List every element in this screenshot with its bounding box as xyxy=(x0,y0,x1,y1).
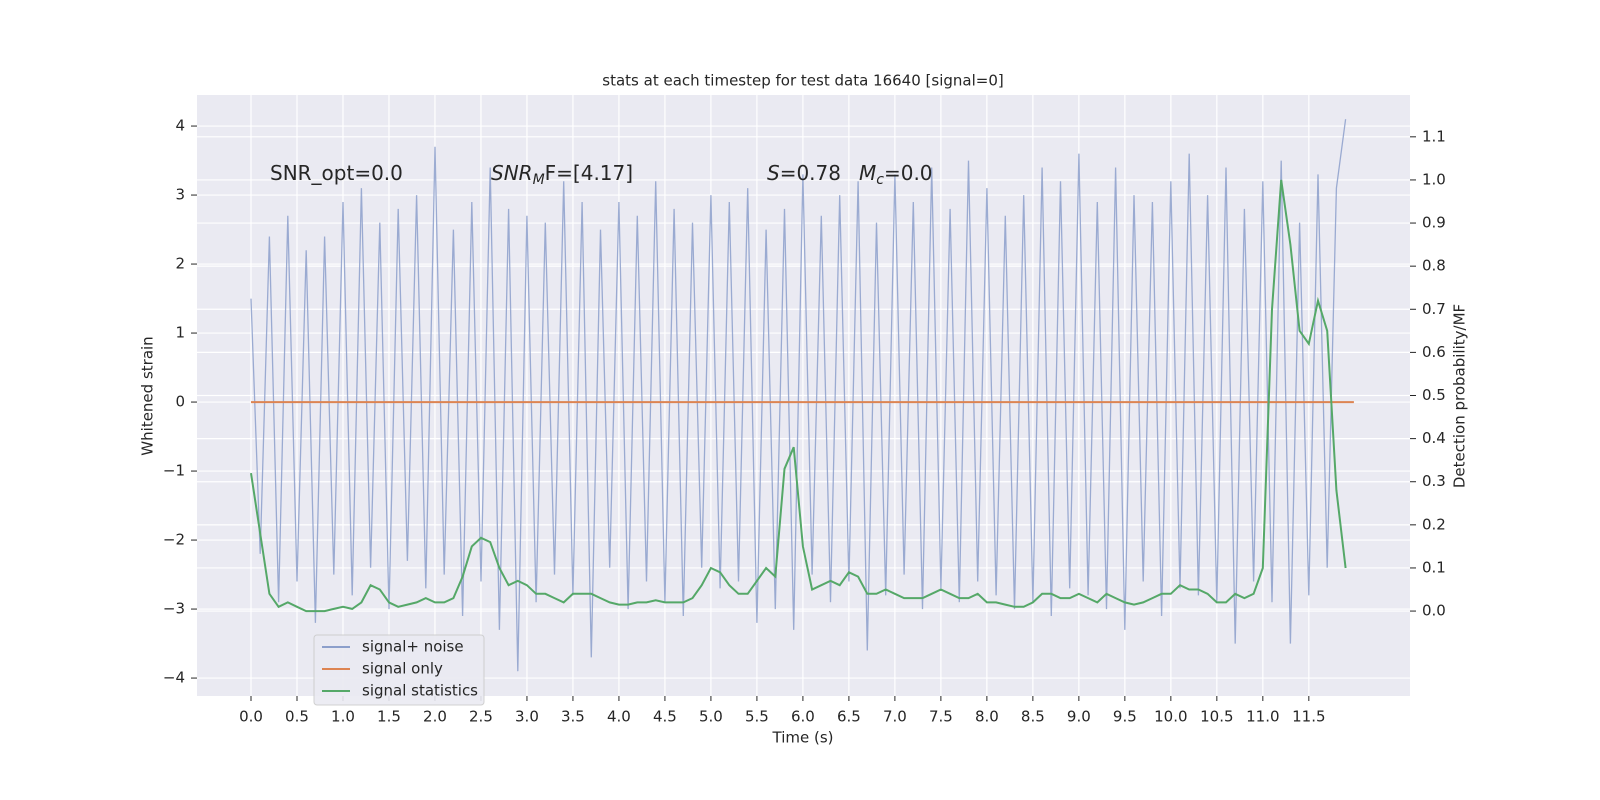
x-tick-label: 11.0 xyxy=(1246,708,1279,726)
x-tick-label: 8.0 xyxy=(975,708,999,726)
x-tick-label: 9.5 xyxy=(1113,708,1137,726)
y2-tick-label: 0.0 xyxy=(1422,602,1446,620)
x-axis-label: Time (s) xyxy=(772,729,834,747)
y-tick-label: −3 xyxy=(163,600,185,618)
y-tick-label: 1 xyxy=(175,324,185,342)
y2-tick-label: 0.3 xyxy=(1422,472,1446,490)
y-tick-label: −1 xyxy=(163,462,185,480)
y2-tick-label: 1.1 xyxy=(1422,127,1446,145)
y2-tick-label: 0.2 xyxy=(1422,515,1446,533)
legend: signal+ noise signal only signal statistic… xyxy=(313,634,485,706)
x-tick-label: 2.0 xyxy=(423,708,447,726)
legend-box xyxy=(313,634,485,706)
x-tick-label: 6.0 xyxy=(791,708,815,726)
x-tick-label: 4.5 xyxy=(653,708,677,726)
x-tick-label: 3.0 xyxy=(515,708,539,726)
x-tick-label: 1.5 xyxy=(377,708,401,726)
x-tick-label: 5.0 xyxy=(699,708,723,726)
x-tick-label: 6.5 xyxy=(837,708,861,726)
legend-label: signal only xyxy=(362,660,443,678)
annotation: SNR_opt=0.0 xyxy=(270,161,403,185)
y2-tick-label: 0.9 xyxy=(1422,214,1446,232)
annotation-text: SNR xyxy=(491,161,533,185)
x-tick-label: 7.5 xyxy=(929,708,953,726)
chart-title: stats at each timestep for test data 166… xyxy=(602,72,1003,90)
y2-tick-label: 0.7 xyxy=(1422,300,1446,318)
y2-tick-label: 1.0 xyxy=(1422,170,1446,188)
x-tick-label: 10.0 xyxy=(1154,708,1187,726)
y2-axis-label: Detection probability/MF xyxy=(1451,304,1469,488)
y-tick-label: 0 xyxy=(175,393,185,411)
y-axis-label: Whitened strain xyxy=(139,336,157,455)
x-tick-label: 5.5 xyxy=(745,708,769,726)
x-tick-label: 9.0 xyxy=(1067,708,1091,726)
legend-label: signal statistics xyxy=(362,682,478,700)
x-tick-label: 7.0 xyxy=(883,708,907,726)
y-tick-label: 4 xyxy=(175,117,185,135)
x-tick-label: 3.5 xyxy=(561,708,585,726)
x-tick-label: 0.0 xyxy=(239,708,263,726)
series-line xyxy=(250,179,1347,613)
x-tick-label: 1.0 xyxy=(331,708,355,726)
annotation-text: M xyxy=(859,161,876,185)
y2-tick-label: 0.6 xyxy=(1422,343,1446,361)
y-tick-label: −4 xyxy=(163,669,185,687)
annotation-rest: =0.0 xyxy=(884,161,933,185)
y-tick-label: 2 xyxy=(175,255,185,273)
annotation: Mc=0.0 xyxy=(859,161,933,189)
x-tick-label: 10.5 xyxy=(1200,708,1233,726)
legend-label: signal+ noise xyxy=(362,638,464,656)
x-tick-label: 8.5 xyxy=(1021,708,1045,726)
x-tick-label: 2.5 xyxy=(469,708,493,726)
y-tick-label: −2 xyxy=(163,531,185,549)
y2-tick-label: 0.4 xyxy=(1422,429,1446,447)
annotation: SNRMF=[4.17] xyxy=(491,161,633,189)
grid xyxy=(197,95,1410,696)
y2-tick-label: 0.5 xyxy=(1422,386,1446,404)
annotation-rest: =0.78 xyxy=(780,161,841,185)
x-tick-label: 4.0 xyxy=(607,708,631,726)
y2-tick-label: 0.8 xyxy=(1422,257,1446,275)
x-tick-label: 0.5 xyxy=(285,708,309,726)
annotation-text: S xyxy=(767,161,780,185)
y2-tick-label: 0.1 xyxy=(1422,558,1446,576)
y-tick-label: 3 xyxy=(175,186,185,204)
annotation-rest: F=[4.17] xyxy=(545,161,633,185)
x-tick-label: 11.5 xyxy=(1292,708,1325,726)
annotation-sub: M xyxy=(533,172,545,188)
annotation-sub: c xyxy=(876,172,884,188)
annotation-text: SNR_opt=0.0 xyxy=(270,161,403,185)
annotation: S=0.78 xyxy=(767,161,841,185)
